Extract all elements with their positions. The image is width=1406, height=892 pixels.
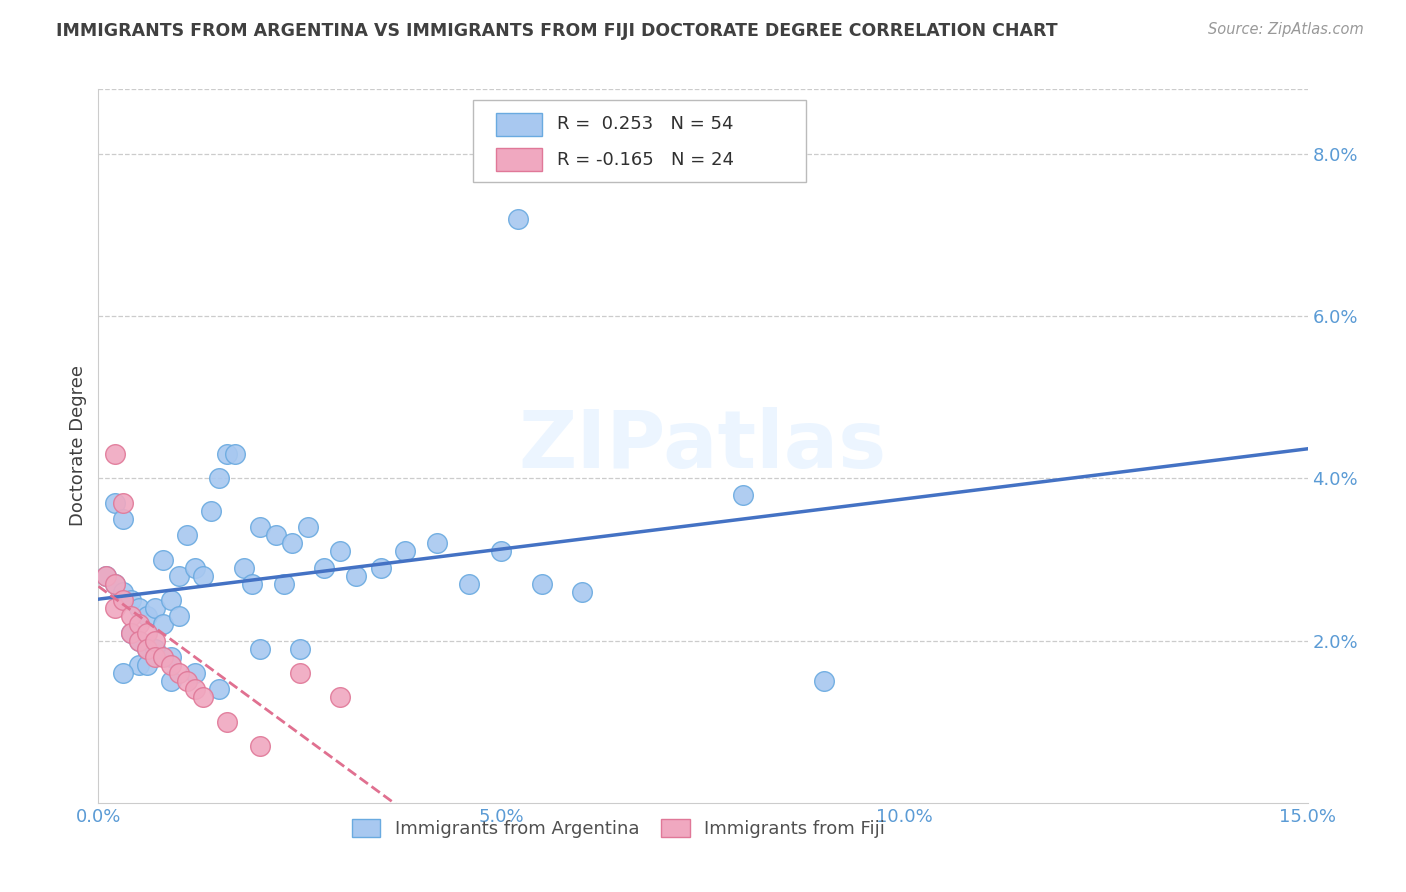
Point: [184, 682, 207, 697]
Point: [152, 552, 174, 566]
Point: [167, 568, 190, 582]
Point: [111, 496, 134, 510]
Point: [152, 617, 174, 632]
Point: [176, 528, 198, 542]
Point: [193, 690, 215, 705]
Point: [135, 657, 157, 672]
Point: [329, 544, 352, 558]
Point: [344, 568, 367, 582]
Point: [120, 593, 142, 607]
Point: [184, 666, 207, 681]
Point: [240, 577, 263, 591]
Point: [135, 609, 157, 624]
Point: [458, 577, 481, 591]
Point: [232, 560, 254, 574]
Point: [111, 593, 134, 607]
Point: [111, 666, 134, 681]
Point: [281, 536, 304, 550]
Point: [128, 633, 150, 648]
Text: R =  0.253   N = 54: R = 0.253 N = 54: [557, 115, 733, 134]
Point: [249, 520, 271, 534]
Point: [288, 666, 311, 681]
Point: [200, 504, 222, 518]
Text: IMMIGRANTS FROM ARGENTINA VS IMMIGRANTS FROM FIJI DOCTORATE DEGREE CORRELATION C: IMMIGRANTS FROM ARGENTINA VS IMMIGRANTS …: [56, 22, 1057, 40]
Point: [135, 625, 157, 640]
Point: [733, 488, 755, 502]
Point: [208, 682, 231, 697]
Point: [193, 568, 215, 582]
Legend: Immigrants from Argentina, Immigrants from Fiji: Immigrants from Argentina, Immigrants fr…: [343, 811, 894, 847]
Point: [249, 641, 271, 656]
Text: ZIPatlas: ZIPatlas: [519, 407, 887, 485]
Point: [217, 447, 239, 461]
Point: [128, 633, 150, 648]
Point: [135, 641, 157, 656]
Point: [111, 512, 134, 526]
Point: [426, 536, 449, 550]
Point: [167, 609, 190, 624]
Point: [128, 617, 150, 632]
Text: R = -0.165   N = 24: R = -0.165 N = 24: [557, 151, 734, 169]
Point: [96, 568, 118, 582]
Point: [813, 674, 835, 689]
Point: [329, 690, 352, 705]
Point: [103, 577, 125, 591]
Point: [143, 601, 166, 615]
Point: [224, 447, 246, 461]
Point: [128, 601, 150, 615]
Point: [160, 674, 183, 689]
Point: [264, 528, 287, 542]
Point: [314, 560, 336, 574]
Point: [176, 674, 198, 689]
Point: [135, 641, 157, 656]
Point: [571, 585, 593, 599]
Point: [120, 609, 142, 624]
Point: [249, 739, 271, 753]
Point: [217, 714, 239, 729]
Y-axis label: Doctorate Degree: Doctorate Degree: [69, 366, 87, 526]
Point: [160, 649, 183, 664]
Point: [152, 649, 174, 664]
Point: [143, 649, 166, 664]
Point: [120, 625, 142, 640]
FancyBboxPatch shape: [474, 100, 806, 182]
Point: [394, 544, 416, 558]
Bar: [496, 113, 543, 136]
Point: [160, 657, 183, 672]
Point: [167, 666, 190, 681]
Point: [103, 577, 125, 591]
Point: [96, 568, 118, 582]
Point: [120, 625, 142, 640]
Point: [143, 641, 166, 656]
Point: [491, 544, 513, 558]
Point: [184, 560, 207, 574]
Bar: [496, 148, 543, 171]
Point: [111, 585, 134, 599]
Point: [288, 641, 311, 656]
Point: [160, 593, 183, 607]
Text: Source: ZipAtlas.com: Source: ZipAtlas.com: [1208, 22, 1364, 37]
Point: [370, 560, 392, 574]
Point: [273, 577, 295, 591]
Point: [103, 601, 125, 615]
Point: [143, 633, 166, 648]
Point: [128, 657, 150, 672]
Point: [103, 447, 125, 461]
Point: [103, 496, 125, 510]
Point: [297, 520, 319, 534]
Point: [208, 471, 231, 485]
Point: [506, 211, 529, 226]
Point: [530, 577, 553, 591]
